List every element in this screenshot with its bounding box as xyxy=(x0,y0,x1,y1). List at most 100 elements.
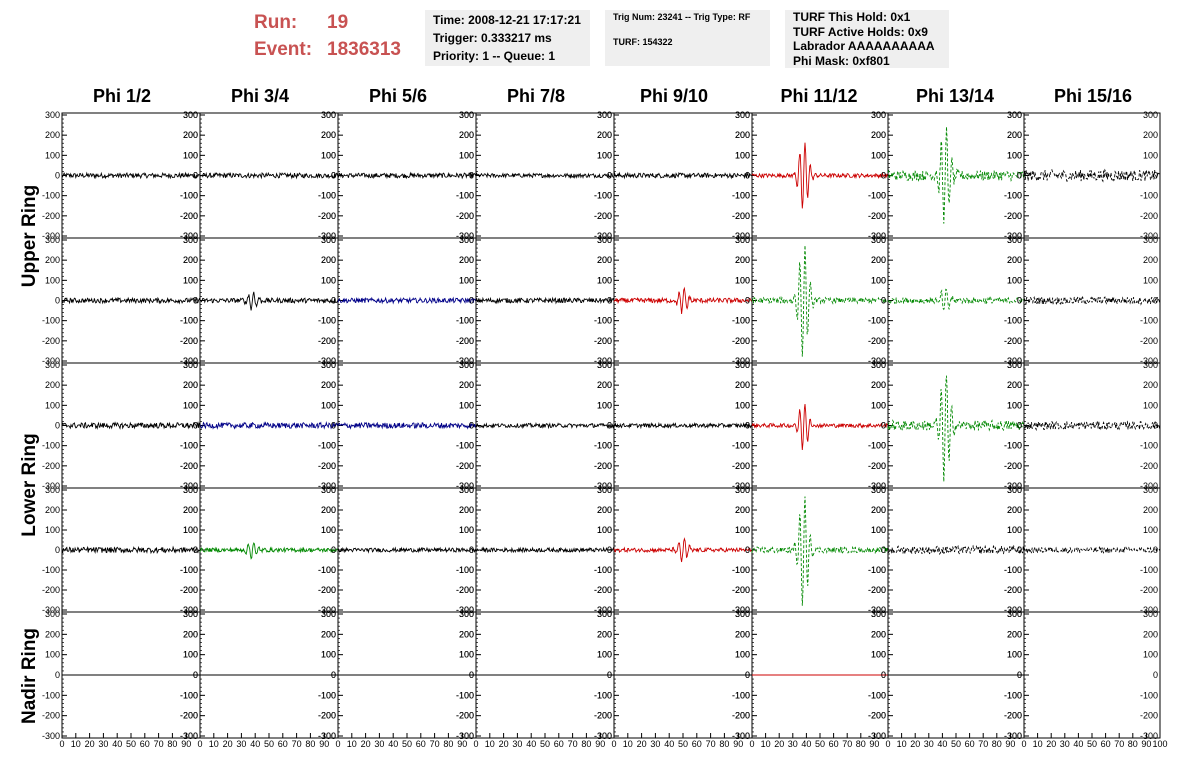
y-tick-label-right: -100 xyxy=(180,316,198,326)
y-tick-label-right: 100 xyxy=(459,650,474,660)
y-tick-label: 0 xyxy=(1017,171,1022,181)
y-tick-label: 300 xyxy=(1007,360,1022,370)
y-tick-label: 100 xyxy=(459,150,474,160)
y-tick-label-right: 0 xyxy=(1017,171,1022,181)
y-tick-label: -100 xyxy=(1004,441,1022,451)
y-tick-label: -300 xyxy=(868,731,886,741)
y-tick-label-right: 100 xyxy=(1007,400,1022,410)
x-tick-label: 0 xyxy=(197,739,202,749)
y-tick-label: -200 xyxy=(1004,461,1022,471)
y-tick-label-right: -200 xyxy=(732,336,750,346)
y-tick-label-right: -100 xyxy=(1140,690,1158,700)
y-tick-label-right: -100 xyxy=(868,441,886,451)
y-tick-label-right: 300 xyxy=(597,235,612,245)
y-tick-label: 0 xyxy=(881,670,886,680)
y-tick-label: 0 xyxy=(881,545,886,555)
y-tick-label-right: 100 xyxy=(183,525,198,535)
y-tick-label: 100 xyxy=(1007,650,1022,660)
y-tick-label-right: 100 xyxy=(1007,275,1022,285)
y-tick-label: 200 xyxy=(45,130,60,140)
x-tick-label: 90 xyxy=(733,739,743,749)
y-tick-label: -300 xyxy=(42,356,60,366)
y-tick-label-right: 200 xyxy=(1143,629,1158,639)
y-tick-label: -300 xyxy=(732,231,750,241)
x-tick-label: 10 xyxy=(209,739,219,749)
y-tick-label-right: 100 xyxy=(321,275,336,285)
y-tick-label: -200 xyxy=(42,211,60,221)
y-tick-label-right: -100 xyxy=(868,191,886,201)
y-tick-label: 100 xyxy=(597,275,612,285)
y-tick-label-right: 300 xyxy=(459,609,474,619)
waveform-line xyxy=(613,537,753,563)
waveform-line xyxy=(61,171,201,180)
y-tick-label-right: 200 xyxy=(183,629,198,639)
y-tick-label-right: -200 xyxy=(732,211,750,221)
y-tick-label-right: 300 xyxy=(1143,235,1158,245)
y-tick-label: -100 xyxy=(1004,690,1022,700)
x-tick-label: 0 xyxy=(749,739,754,749)
y-tick-label-right: -300 xyxy=(868,605,886,615)
trig-num-box: Trig Num: 23241 -- Trig Type: RF TURF: 1… xyxy=(605,10,770,66)
y-tick-label: 300 xyxy=(735,485,750,495)
x-tick-label: 40 xyxy=(112,739,122,749)
event-label: Event: xyxy=(254,39,313,60)
y-tick-label: -300 xyxy=(1004,356,1022,366)
y-tick-label: 0 xyxy=(193,670,198,680)
waveform-line xyxy=(887,288,1025,311)
y-tick-label-right: 200 xyxy=(321,255,336,265)
waveform-line xyxy=(887,544,1025,556)
y-tick-label: -100 xyxy=(594,565,612,575)
y-tick-label: -200 xyxy=(42,711,60,721)
y-tick-label-right: 200 xyxy=(1007,130,1022,140)
y-tick-label: -300 xyxy=(180,481,198,491)
y-tick-label-right: -100 xyxy=(318,565,336,575)
y-tick-label-right: 100 xyxy=(597,525,612,535)
y-tick-label-right: -300 xyxy=(456,231,474,241)
x-tick-label: 100 xyxy=(1152,739,1167,749)
turf-info-box: TURF This Hold: 0x1 TURF Active Holds: 0… xyxy=(785,10,949,68)
y-tick-label: -300 xyxy=(318,231,336,241)
y-tick-label: 200 xyxy=(183,380,198,390)
y-tick-label-right: 200 xyxy=(459,130,474,140)
y-tick-label: 0 xyxy=(331,171,336,181)
col-title-phi-15-16: Phi 15/16 xyxy=(1053,86,1133,106)
y-tick-label: 100 xyxy=(183,525,198,535)
y-tick-label: 300 xyxy=(321,609,336,619)
x-tick-label: 0 xyxy=(611,739,616,749)
y-tick-label-right: -300 xyxy=(732,605,750,615)
y-tick-label: 300 xyxy=(459,360,474,370)
y-tick-label-right: 200 xyxy=(183,380,198,390)
y-tick-label-right: -200 xyxy=(180,336,198,346)
y-tick-label-right: 100 xyxy=(321,150,336,160)
y-tick-label: -300 xyxy=(42,605,60,615)
y-tick-label-right: -100 xyxy=(180,441,198,451)
y-tick-label: -300 xyxy=(456,731,474,741)
y-tick-label-right: -200 xyxy=(456,711,474,721)
y-tick-label-right: -300 xyxy=(594,231,612,241)
y-tick-label-right: -200 xyxy=(594,211,612,221)
x-tick-label: 30 xyxy=(1060,739,1070,749)
col-title-phi-1-2: Phi 1/2 xyxy=(92,86,152,106)
y-tick-label: -100 xyxy=(456,191,474,201)
y-tick-label-right: 300 xyxy=(871,235,886,245)
x-tick-label: 40 xyxy=(526,739,536,749)
y-tick-label: -200 xyxy=(42,336,60,346)
x-tick-label: 0 xyxy=(335,739,340,749)
y-tick-label-right: -200 xyxy=(318,211,336,221)
y-tick-label: -300 xyxy=(594,731,612,741)
x-tick-label: 0 xyxy=(59,739,64,749)
y-tick-label-right: 200 xyxy=(1143,255,1158,265)
y-tick-label: -100 xyxy=(732,441,750,451)
y-tick-label: -200 xyxy=(868,711,886,721)
y-tick-label-right: 300 xyxy=(735,485,750,495)
y-tick-label: -200 xyxy=(594,461,612,471)
y-tick-label: 100 xyxy=(871,525,886,535)
event-value: 1836313 xyxy=(327,39,401,60)
y-tick-label: -100 xyxy=(732,690,750,700)
y-tick-label-right: -200 xyxy=(1140,211,1158,221)
y-tick-label: 200 xyxy=(321,255,336,265)
y-tick-label: 200 xyxy=(459,505,474,515)
y-tick-label: 300 xyxy=(183,609,198,619)
trigger-info-box: Time: 2008-12-21 17:17:21 Trigger: 0.333… xyxy=(425,10,590,66)
